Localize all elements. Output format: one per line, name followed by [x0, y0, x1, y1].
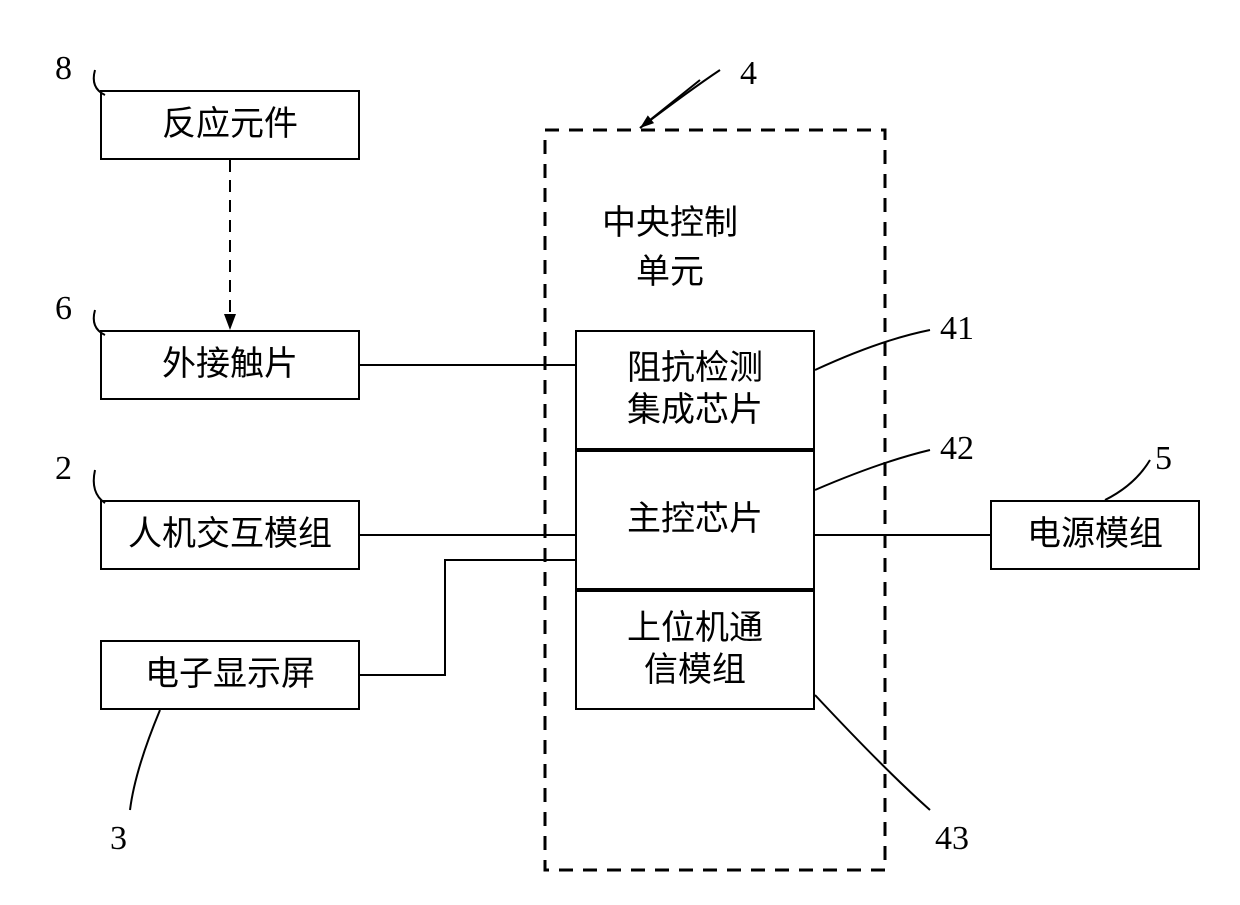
label-display: 电子显示屏: [145, 654, 315, 697]
ref-2-text: 2: [55, 450, 72, 487]
ref-8-text: 8: [55, 50, 72, 87]
ref-4-text: 4: [740, 55, 757, 92]
ref-42: 42: [940, 430, 974, 468]
box-mcu: 主控芯片: [575, 450, 815, 590]
ref-4: 4: [740, 55, 757, 93]
ref-43-text: 43: [935, 820, 969, 857]
box-power: 电源模组: [990, 500, 1200, 570]
ref-41: 41: [940, 310, 974, 348]
label-impedance: 阻抗检测集成芯片: [627, 348, 763, 433]
ref-3: 3: [110, 820, 127, 858]
ref-41-text: 41: [940, 310, 974, 347]
ref-42-text: 42: [940, 430, 974, 467]
ref-5: 5: [1155, 440, 1172, 478]
central-unit-title-text: 中央控制单元: [602, 205, 738, 291]
box-hmi: 人机交互模组: [100, 500, 360, 570]
box-display: 电子显示屏: [100, 640, 360, 710]
ref-2: 2: [55, 450, 72, 488]
box-reaction: 反应元件: [100, 90, 360, 160]
ref-8: 8: [55, 50, 72, 88]
ref-43: 43: [935, 820, 969, 858]
label-contact: 外接触片: [162, 344, 298, 387]
label-reaction: 反应元件: [162, 104, 298, 147]
label-hmi: 人机交互模组: [128, 514, 332, 557]
ref-6-text: 6: [55, 290, 72, 327]
label-hostcomm: 上位机通信模组: [627, 608, 763, 693]
ref-6: 6: [55, 290, 72, 328]
box-hostcomm: 上位机通信模组: [575, 590, 815, 710]
box-contact: 外接触片: [100, 330, 360, 400]
box-impedance: 阻抗检测集成芯片: [575, 330, 815, 450]
diagram-stage: 反应元件 外接触片 人机交互模组 电子显示屏 阻抗检测集成芯片 主控芯片 上位机…: [0, 0, 1240, 905]
central-unit-title: 中央控制单元: [570, 195, 770, 293]
label-mcu: 主控芯片: [627, 499, 763, 542]
ref-5-text: 5: [1155, 440, 1172, 477]
ref-3-text: 3: [110, 820, 127, 857]
label-power: 电源模组: [1027, 514, 1163, 557]
